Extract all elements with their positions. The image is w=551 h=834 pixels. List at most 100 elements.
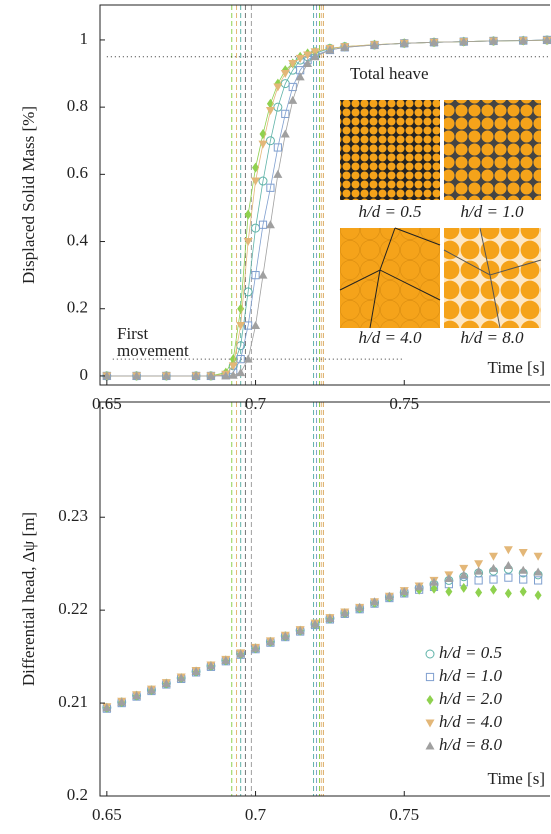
annotation: Total heave xyxy=(350,64,429,83)
x-tick-label: 0.65 xyxy=(92,805,122,824)
legend-label: h/d = 4.0 xyxy=(439,712,502,731)
marker xyxy=(281,109,290,118)
y-tick-label: 0.4 xyxy=(67,230,89,249)
marker xyxy=(288,59,298,68)
marker xyxy=(325,45,335,54)
y-tick-label: 0.22 xyxy=(58,599,88,618)
marker xyxy=(533,552,543,561)
marker xyxy=(459,564,469,573)
x-tick-label: 0.65 xyxy=(92,394,122,413)
marker xyxy=(273,143,282,152)
inset-network xyxy=(339,227,441,329)
marker xyxy=(518,565,528,574)
marker xyxy=(504,573,513,582)
marker xyxy=(132,691,142,700)
y-tick-label: 1 xyxy=(80,29,89,48)
marker xyxy=(384,591,394,600)
y-tick-label: 0 xyxy=(80,365,89,384)
y-tick-label: 0.6 xyxy=(67,163,88,182)
marker xyxy=(325,614,335,623)
marker xyxy=(519,575,528,584)
inset-image xyxy=(340,228,440,328)
legend-label: h/d = 8.0 xyxy=(439,735,502,754)
inset-network xyxy=(443,227,542,329)
marker xyxy=(444,574,454,583)
insets xyxy=(339,100,542,329)
marker xyxy=(429,577,439,586)
x-tick-label: 0.75 xyxy=(389,394,419,413)
marker xyxy=(340,608,350,617)
marker xyxy=(295,54,305,63)
axes-frame xyxy=(99,4,550,386)
marker xyxy=(542,35,551,44)
marker xyxy=(519,586,527,597)
inset-image xyxy=(340,100,440,200)
marker xyxy=(280,631,290,640)
marker xyxy=(370,597,380,606)
marker xyxy=(303,58,313,67)
marker xyxy=(273,83,283,92)
marker xyxy=(236,322,246,331)
marker xyxy=(489,584,497,595)
marker xyxy=(265,220,275,229)
marker xyxy=(474,560,484,569)
marker xyxy=(414,582,424,591)
marker xyxy=(266,183,275,192)
inset-label: h/d = 4.0 xyxy=(359,328,422,347)
y-axis-label: Differential head, Δψ [m] xyxy=(19,512,38,686)
marker xyxy=(280,129,290,138)
marker xyxy=(206,371,216,380)
marker xyxy=(221,371,231,380)
marker xyxy=(295,72,305,81)
marker xyxy=(489,575,498,584)
annotation: movement xyxy=(117,341,189,360)
marker xyxy=(236,355,245,364)
marker xyxy=(288,95,298,104)
inset-label: h/d = 1.0 xyxy=(461,202,524,221)
annotation: First xyxy=(117,324,148,343)
x-tick-label: 0.7 xyxy=(245,394,267,413)
marker xyxy=(102,371,112,380)
marker xyxy=(191,371,201,380)
inset-label: h/d = 8.0 xyxy=(461,328,524,347)
marker xyxy=(288,82,297,92)
y-tick-label: 0.23 xyxy=(58,506,88,525)
marker xyxy=(258,140,268,149)
marker xyxy=(534,576,543,585)
marker xyxy=(518,36,528,45)
marker xyxy=(161,679,171,688)
marker xyxy=(533,567,543,576)
inset-label: h/d = 0.5 xyxy=(359,202,422,221)
marker xyxy=(273,169,283,178)
marker xyxy=(303,51,313,60)
x-label-bg xyxy=(462,768,550,792)
y-tick-label: 0.2 xyxy=(67,785,88,804)
marker xyxy=(236,649,246,658)
marker xyxy=(534,590,542,601)
marker xyxy=(206,661,216,670)
marker xyxy=(488,552,498,561)
marker xyxy=(243,287,253,297)
marker xyxy=(228,370,238,379)
marker xyxy=(132,371,142,380)
legend-marker xyxy=(426,695,434,705)
marker xyxy=(399,587,409,596)
marker xyxy=(504,588,512,599)
inset-image xyxy=(444,228,541,328)
marker xyxy=(102,703,112,712)
x-tick-label: 0.75 xyxy=(389,805,419,824)
marker xyxy=(310,48,320,57)
marker xyxy=(503,546,513,555)
marker xyxy=(503,561,513,570)
marker xyxy=(251,271,260,280)
marker xyxy=(251,177,261,186)
marker xyxy=(161,371,171,380)
marker xyxy=(399,38,409,47)
marker xyxy=(251,321,261,330)
marker xyxy=(258,220,268,229)
legend-label: h/d = 2.0 xyxy=(439,689,502,708)
marker xyxy=(228,362,238,371)
marker xyxy=(251,643,261,652)
marker xyxy=(244,209,252,220)
